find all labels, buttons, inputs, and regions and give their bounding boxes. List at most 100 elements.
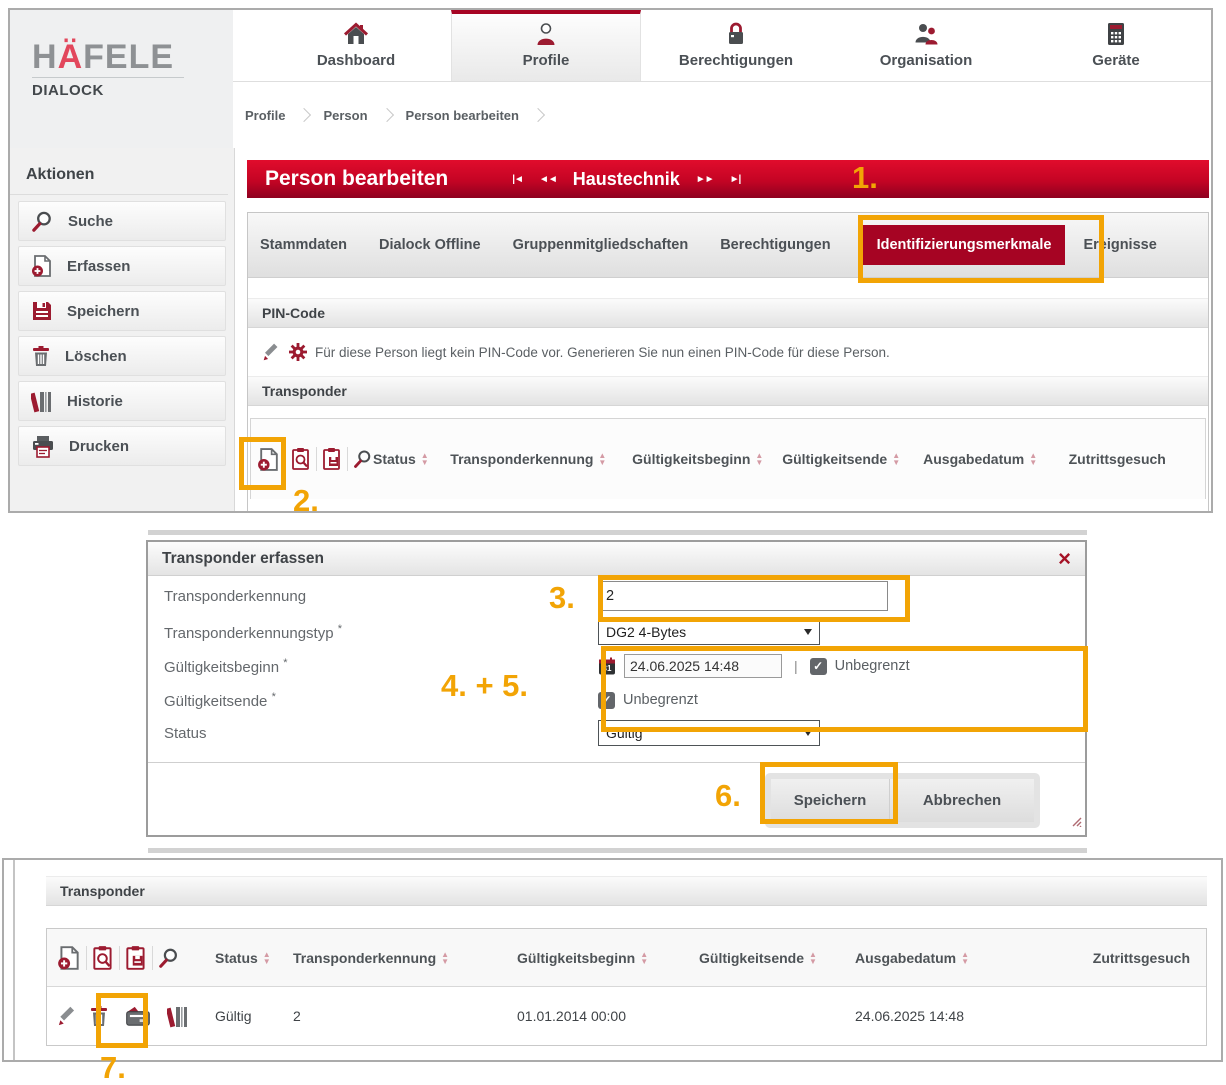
clipboard-save-icon[interactable] — [125, 945, 147, 971]
pager-prev-button[interactable]: ◄◄ — [538, 173, 558, 185]
gear-icon[interactable] — [288, 342, 308, 362]
sort-arrows-icon[interactable]: ▲ ▼ — [1029, 451, 1038, 467]
annotation-step-6: 6. — [715, 778, 741, 813]
tab-berechtigungen[interactable]: Berechtigungen — [720, 237, 831, 253]
column-header-status[interactable]: Status ▲ ▼ — [373, 451, 429, 467]
cancel-button[interactable]: Abbrechen — [889, 779, 1034, 822]
column-header-ausgabedatum[interactable]: Ausgabedatum ▲ ▼ — [923, 451, 1038, 467]
pager-next-button[interactable]: ►► — [695, 173, 715, 185]
transponder-table-bottom: Status ▲ ▼ Transponderkennung ▲ ▼ Gültigkeit… — [46, 928, 1207, 1046]
column-header-gueltigkeitsbeginn[interactable]: Gültigkeitsbeginn ▲ ▼ — [517, 949, 649, 966]
tab-dialock-offline[interactable]: Dialock Offline — [379, 237, 481, 253]
clipboard-search-icon[interactable] — [291, 447, 311, 471]
sidebar-item-historie[interactable]: Historie — [18, 381, 226, 421]
sidebar-title: Aktionen — [10, 158, 228, 195]
kennung-label: Transponderkennung — [164, 587, 307, 605]
brand-logo: HÄFELE DIALOCK — [10, 10, 233, 148]
svg-text:31: 31 — [603, 664, 612, 673]
nav-item-dashboard[interactable]: Dashboard — [261, 10, 451, 81]
column-header-status[interactable]: Status ▲ ▼ — [215, 949, 271, 966]
column-header-zutrittsgesuch[interactable]: Zutrittsgesuch — [1092, 949, 1190, 966]
save-button[interactable]: Speichern — [771, 779, 889, 822]
tab-ereignisse[interactable]: Ereignisse — [1083, 237, 1157, 253]
edit-icon[interactable] — [57, 1006, 78, 1027]
typ-selected-value: DG2 4-Bytes — [606, 624, 687, 640]
tab-gruppenmitgliedschaften[interactable]: Gruppenmitgliedschaften — [512, 237, 689, 253]
sort-arrows-icon[interactable]: ▲ ▼ — [640, 949, 649, 966]
nav-item-berechtigungen[interactable]: Berechtigungen — [641, 10, 831, 81]
nav-item-geraete[interactable]: Geräte — [1021, 10, 1211, 81]
pin-code-message: Für diese Person liegt kein PIN-Code vor… — [315, 344, 890, 360]
calendar-icon[interactable]: 31 — [598, 657, 616, 675]
product-name: DIALOCK — [32, 82, 104, 99]
gueltigkeitsbeginn-input[interactable] — [624, 654, 782, 678]
search-icon[interactable] — [353, 449, 373, 469]
sidebar-item-drucken[interactable]: Drucken — [18, 426, 226, 466]
pager-last-button[interactable]: ►| — [729, 173, 742, 185]
column-header-transponderkennung[interactable]: Transponderkennung ▲ ▼ — [450, 451, 607, 467]
breadcrumb-profile[interactable]: Profile — [245, 107, 286, 123]
breadcrumb-chevron-icon — [379, 107, 394, 123]
tab-stammdaten[interactable]: Stammdaten — [260, 237, 348, 253]
edit-icon[interactable] — [262, 343, 281, 362]
transponder-table-top: Status ▲ ▼ Transponderkennung ▲ ▼ Gültigkeit… — [250, 418, 1206, 499]
transponderkennung-input[interactable] — [598, 581, 888, 611]
sort-arrows-icon[interactable]: ▲ ▼ — [420, 451, 429, 467]
status-select[interactable]: Gültig — [598, 720, 820, 746]
beginn-unbegrenzt-checkbox[interactable] — [809, 657, 827, 675]
add-transponder-icon[interactable] — [257, 447, 280, 472]
ende-unbegrenzt-checkbox[interactable] — [598, 691, 615, 709]
ende-label: Gültigkeitsende * — [164, 690, 276, 710]
sort-arrows-icon[interactable]: ▲ ▼ — [809, 949, 817, 966]
breadcrumb-person-bearbeiten[interactable]: Person bearbeiten — [405, 107, 519, 123]
close-icon[interactable]: × — [1058, 545, 1071, 571]
window-fragment — [148, 530, 1087, 535]
sidebar-item-speichern[interactable]: Speichern — [18, 291, 226, 331]
sidebar-edge-divider — [13, 860, 15, 1060]
toolbar-divider — [285, 447, 286, 471]
search-icon[interactable] — [158, 947, 180, 969]
transponderkennungstyp-select[interactable]: DG2 4-Bytes — [598, 619, 820, 645]
resize-handle[interactable] — [1070, 814, 1082, 832]
column-header-zutrittsgesuch[interactable]: Zutrittsgesuch — [1068, 451, 1166, 467]
column-header-gueltigkeitsende[interactable]: Gültigkeitsende ▲ ▼ — [782, 451, 901, 467]
required-asterisk: * — [337, 622, 343, 635]
sort-arrows-icon[interactable]: ▲ ▼ — [262, 949, 271, 966]
add-document-icon — [31, 254, 53, 278]
toolbar-divider — [316, 447, 317, 471]
dialog-titlebar: Transponder erfassen × — [148, 542, 1085, 576]
cell-status: Gültig — [215, 1008, 252, 1024]
status-label: Status — [164, 724, 207, 742]
tab-identifizierungsmerkmale[interactable]: Identifizierungsmerkmale — [862, 225, 1066, 265]
page-title: Person bearbeiten — [265, 167, 449, 190]
dialog-button-group: Speichern Abbrechen — [765, 773, 1040, 828]
column-header-gueltigkeitsbeginn[interactable]: Gültigkeitsbeginn ▲ ▼ — [632, 451, 764, 467]
nav-item-organisation[interactable]: Organisation — [831, 10, 1021, 81]
record-pager: |◄ ◄◄ Haustechnik ►► ►| — [512, 169, 742, 190]
pager-first-button[interactable]: |◄ — [512, 173, 524, 185]
transponder-section-header: Transponder — [248, 376, 1208, 406]
clipboard-save-icon[interactable] — [322, 447, 342, 471]
clipboard-search-icon[interactable] — [92, 945, 114, 971]
sort-arrows-icon[interactable]: ▲ ▼ — [441, 949, 450, 966]
delete-icon[interactable] — [89, 1004, 109, 1028]
annotation-step-3: 3. — [549, 580, 575, 615]
column-header-gueltigkeitsende[interactable]: Gültigkeitsende ▲ ▼ — [699, 949, 817, 966]
sidebar-item-suche[interactable]: Suche — [18, 201, 226, 241]
breadcrumb-person[interactable]: Person — [323, 107, 368, 123]
add-transponder-icon[interactable] — [57, 945, 81, 971]
sort-arrows-icon[interactable]: ▲ ▼ — [755, 451, 764, 467]
sort-arrows-icon[interactable]: ▲ ▼ — [598, 451, 607, 467]
column-header-transponderkennung[interactable]: Transponderkennung ▲ ▼ — [293, 949, 450, 966]
history-icon[interactable] — [167, 1004, 189, 1028]
wallet-icon[interactable] — [124, 1005, 152, 1027]
sort-arrows-icon[interactable]: ▲ ▼ — [961, 949, 970, 966]
toolbar-divider — [86, 945, 87, 970]
annotation-step-7: 7. — [100, 1050, 126, 1085]
nav-item-profile[interactable]: Profile — [451, 10, 641, 81]
sidebar-item-loeschen[interactable]: Löschen — [18, 336, 226, 376]
sidebar-item-erfassen[interactable]: Erfassen — [18, 246, 226, 286]
sort-arrows-icon[interactable]: ▲ ▼ — [892, 451, 901, 467]
column-header-ausgabedatum[interactable]: Ausgabedatum ▲ ▼ — [855, 949, 970, 966]
typ-label: Transponderkennungstyp * — [164, 622, 343, 642]
